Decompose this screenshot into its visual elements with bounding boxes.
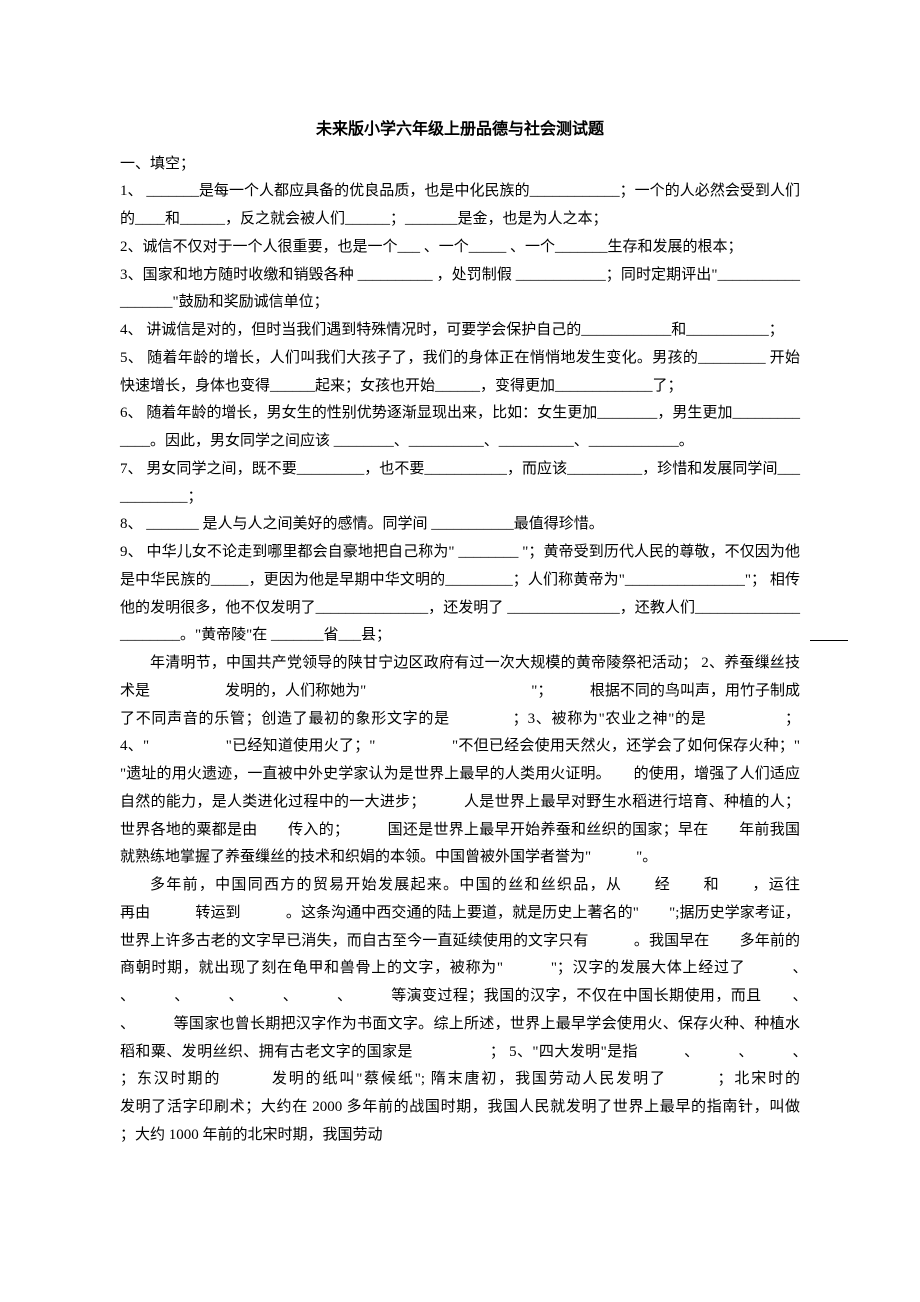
passage-2: 多年前，中国同西方的贸易开始发展起来。中国的丝和丝织品，从 经 和 ，运往 再由… bbox=[120, 872, 800, 1150]
question-2: 2、诚信不仅对于一个人很重要，也是一个___ 、一个_____ 、一个_____… bbox=[120, 234, 800, 262]
question-8: 8、 _______ 是人与人之间美好的感情。同学间 ___________最值… bbox=[120, 511, 800, 539]
document-page: 未来版小学六年级上册品德与社会测试题 一、填空； 1、 _______是每一个人… bbox=[0, 0, 920, 1302]
section-heading-1: 一、填空； bbox=[120, 151, 800, 179]
margin-underline bbox=[810, 625, 848, 641]
question-9: 9、 中华儿女不论走到哪里都会自豪地把自己称为" ________ "；黄帝受到… bbox=[120, 539, 800, 650]
question-5: 5、 随着年龄的增长，人们叫我们大孩子了，我们的身体正在悄悄地发生变化。男孩的_… bbox=[120, 345, 800, 401]
question-6: 6、 随着年龄的增长，男女生的性别优势逐渐显现出来，比如：女生更加_______… bbox=[120, 400, 800, 456]
question-3: 3、国家和地方随时收缴和销毁各种 __________ ，处罚制假 ______… bbox=[120, 262, 800, 318]
passage-1: 年清明节，中国共产党领导的陕甘宁边区政府有过一次大规模的黄帝陵祭祀活动； 2、养… bbox=[120, 650, 800, 872]
question-7: 7、 男女同学之间，既不要_________，也不要___________，而应… bbox=[120, 456, 800, 512]
question-4: 4、 讲诚信是对的，但时当我们遇到特殊情况时，可要学会保护自己的________… bbox=[120, 317, 800, 345]
document-title: 未来版小学六年级上册品德与社会测试题 bbox=[120, 115, 800, 145]
question-1: 1、 _______是每一个人都应具备的优良品质，也是中化民族的________… bbox=[120, 178, 800, 234]
